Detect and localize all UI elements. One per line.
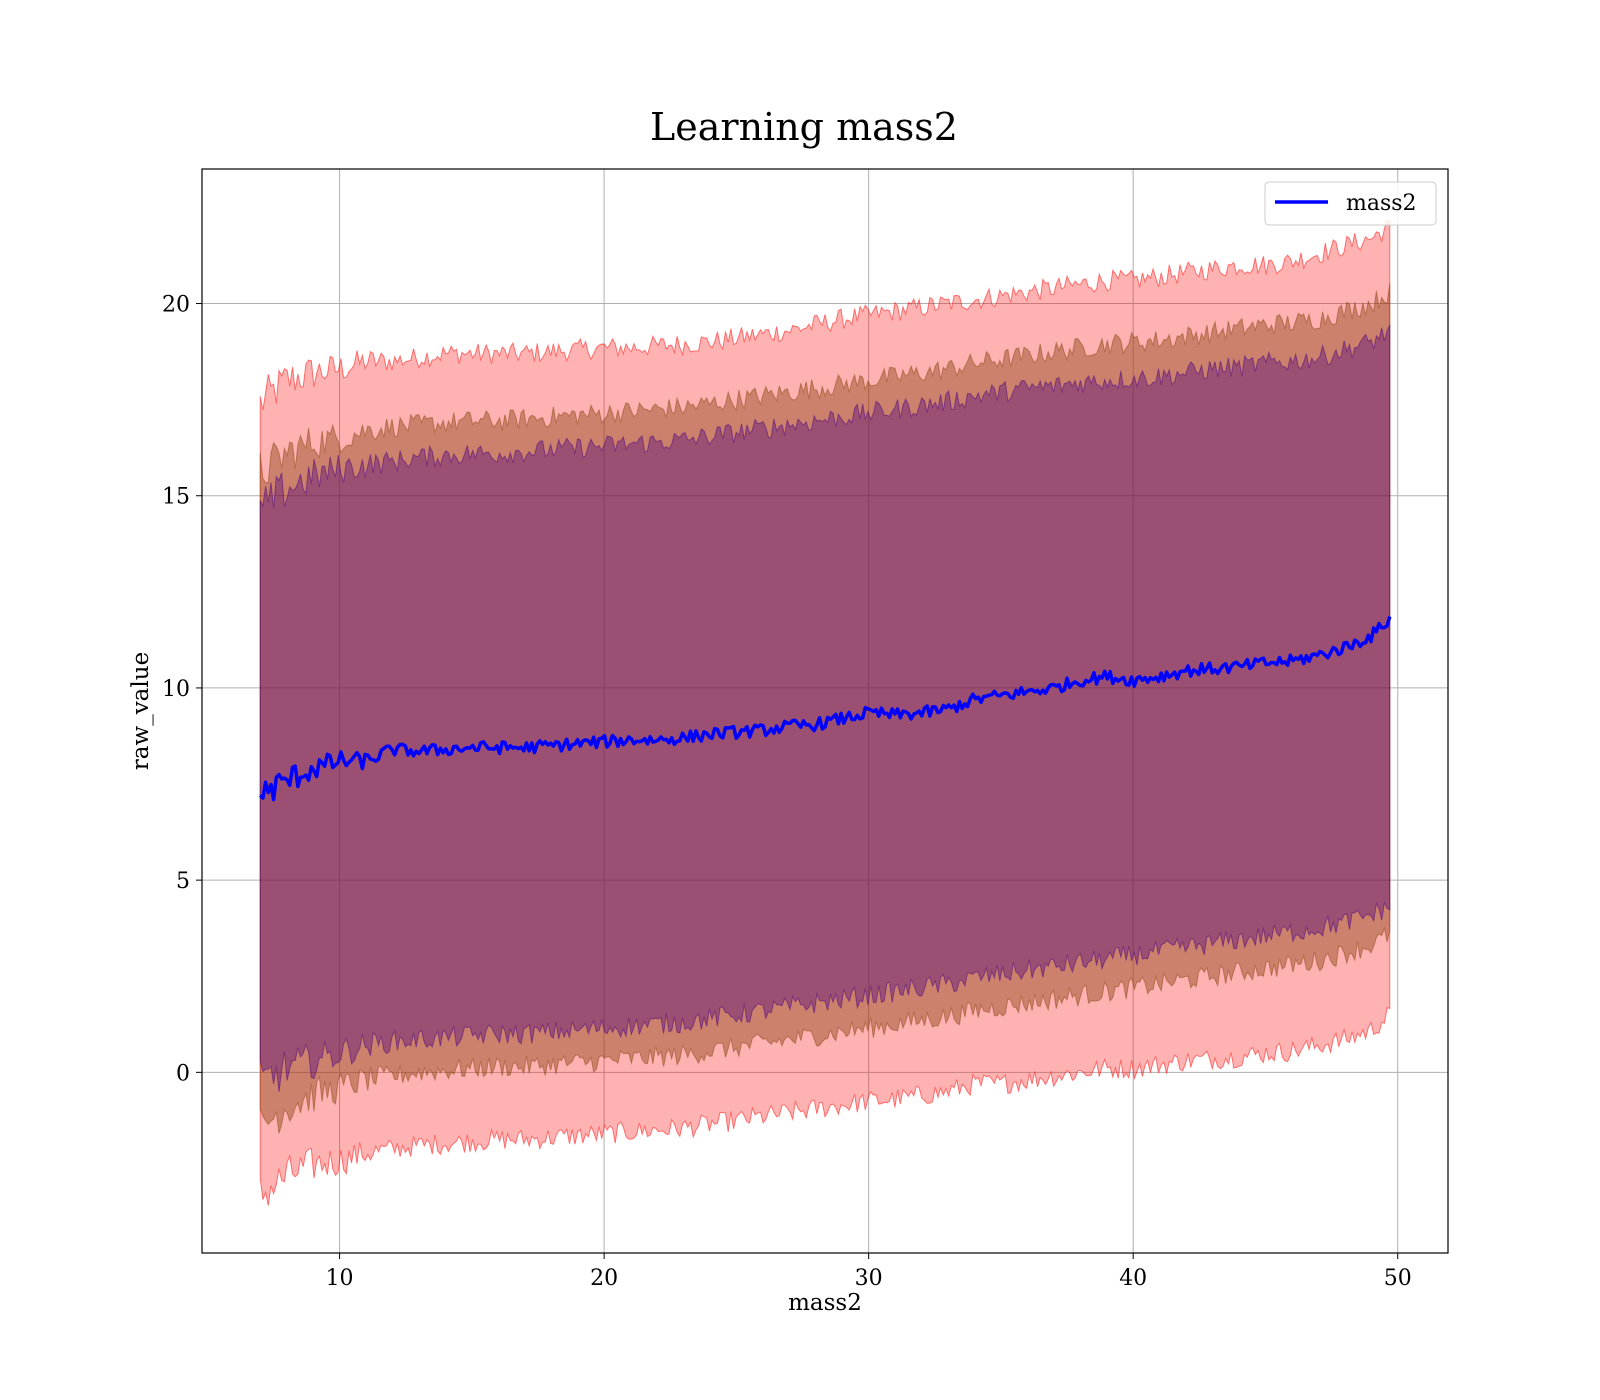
- band-inner: [259, 324, 1391, 1092]
- band-middle: [259, 282, 1391, 1134]
- x-tick-label: 40: [1119, 1266, 1147, 1291]
- x-tick-label: 10: [326, 1266, 354, 1291]
- legend-label: mass2: [1346, 191, 1417, 216]
- y-tick-label: 15: [162, 485, 190, 510]
- band-outer: [259, 219, 1391, 1206]
- x-tick-label: 50: [1384, 1266, 1412, 1291]
- legend: mass2: [1264, 181, 1437, 226]
- chart-title: Learning mass2: [650, 105, 958, 149]
- plot-frame: [201, 168, 1449, 1254]
- tick-layer: 10 20 30 40 50 0 5 10 15 20: [162, 293, 1412, 1291]
- legend-box: [1264, 181, 1437, 226]
- grid-layer: [202, 169, 1448, 1253]
- y-tick-label: 10: [162, 677, 190, 702]
- x-axis-label: mass2: [788, 1290, 862, 1316]
- y-tick-label: 0: [176, 1061, 190, 1086]
- band-layer: [259, 219, 1391, 1206]
- series-line-mass2: [258, 616, 1392, 802]
- y-tick-label: 20: [162, 293, 190, 318]
- y-axis-label: raw_value: [128, 652, 154, 770]
- x-tick-label: 20: [590, 1266, 618, 1291]
- y-tick-label: 5: [176, 869, 190, 894]
- line-layer: [258, 616, 1392, 802]
- x-tick-label: 30: [855, 1266, 883, 1291]
